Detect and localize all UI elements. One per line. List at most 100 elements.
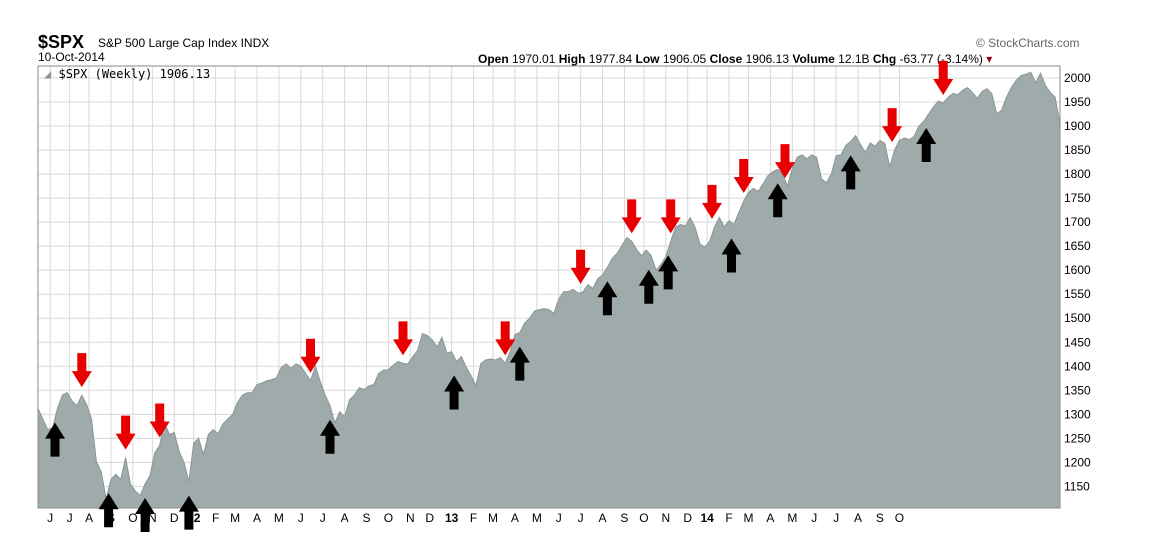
x-tick-label: O	[895, 511, 904, 525]
down-arrow-icon	[115, 415, 136, 450]
x-tick-label: 13	[445, 511, 459, 525]
up-arrow-icon	[597, 281, 618, 316]
y-tick-label: 1350	[1064, 383, 1091, 397]
x-tick-label: A	[253, 511, 261, 525]
x-tick-label: N	[661, 511, 670, 525]
y-tick-label: 1900	[1064, 119, 1091, 133]
y-tick-label: 2000	[1064, 71, 1091, 85]
x-tick-label: S	[362, 511, 370, 525]
high-value: 1977.84	[588, 52, 633, 66]
x-tick-label: M	[230, 511, 240, 525]
x-tick-label: S	[620, 511, 628, 525]
y-tick-label: 1200	[1064, 455, 1091, 469]
up-arrow-icon	[638, 269, 659, 304]
x-tick-label: O	[384, 511, 393, 525]
down-arrow-icon	[149, 403, 170, 438]
close-value: 1906.13	[745, 52, 789, 66]
y-tick-label: 1700	[1064, 215, 1091, 229]
low-value: 1906.05	[662, 52, 707, 66]
plot-border	[37, 65, 1061, 509]
x-tick-label: F	[725, 511, 732, 525]
volume-label: Volume	[792, 52, 835, 66]
x-tick-label: M	[488, 511, 498, 525]
y-tick-label: 1500	[1064, 311, 1091, 325]
down-arrow-icon	[733, 159, 754, 193]
y-tick-label: 1750	[1064, 191, 1091, 205]
ticker-symbol: $SPX	[38, 32, 85, 52]
x-tick-label: J	[67, 511, 73, 525]
x-tick-label: A	[599, 511, 607, 525]
high-label: High	[558, 52, 586, 66]
x-tick-label: J	[47, 511, 53, 525]
x-tick-label: A	[511, 511, 519, 525]
down-arrow-icon	[775, 144, 795, 179]
x-tick-label: N	[406, 511, 415, 525]
index-name: S&P 500 Large Cap Index INDX	[98, 36, 269, 50]
y-tick-label: 1650	[1064, 239, 1091, 253]
up-arrow-icon	[135, 498, 156, 532]
down-arrow-icon	[71, 353, 92, 388]
up-arrow-icon	[658, 255, 679, 290]
open-label: Open	[478, 52, 509, 66]
x-tick-label: 14	[700, 511, 714, 525]
x-tick-label: A	[85, 511, 93, 525]
x-tick-label: F	[212, 511, 219, 525]
y-tick-label: 1150	[1064, 479, 1090, 493]
up-arrow-icon	[320, 419, 340, 454]
up-arrow-icon	[916, 128, 937, 162]
chg-label: Chg	[872, 52, 897, 66]
y-tick-label: 1450	[1064, 335, 1091, 349]
down-arrow-icon	[495, 321, 516, 356]
chart-date: 10-Oct-2014	[38, 50, 105, 64]
source-logo: © StockCharts.com	[976, 36, 1080, 50]
up-arrow-icon	[444, 375, 465, 410]
y-tick-label: 1850	[1064, 143, 1091, 157]
x-tick-label: O	[128, 511, 137, 525]
up-arrow-icon	[509, 346, 530, 381]
y-tick-label: 1300	[1064, 407, 1091, 421]
y-tick-label: 1550	[1064, 287, 1091, 301]
series-legend: ◢ $SPX (Weekly) 1906.13	[44, 67, 210, 81]
low-label: Low	[635, 52, 660, 66]
open-value: 1970.01	[512, 52, 556, 66]
legend-swatch-icon: ◢	[44, 67, 52, 81]
down-arrow-icon	[621, 199, 642, 234]
x-tick-label: D	[683, 511, 692, 525]
y-tick-label: 1400	[1064, 359, 1091, 373]
x-tick-label: F	[470, 511, 477, 525]
up-arrow-icon	[98, 493, 119, 528]
x-tick-label: A	[341, 511, 349, 525]
x-tick-label: J	[833, 511, 839, 525]
legend-label: $SPX (Weekly) 1906.13	[58, 67, 211, 81]
down-arrow-icon	[702, 184, 722, 219]
x-tick-label: A	[766, 511, 774, 525]
y-tick-label: 1800	[1064, 167, 1091, 181]
x-tick-label: N	[148, 511, 157, 525]
x-tick-label: J	[578, 511, 584, 525]
x-tick-label: J	[556, 511, 562, 525]
down-arrow-icon	[660, 199, 681, 234]
y-tick-label: 1950	[1064, 95, 1091, 109]
chg-down-icon: ▾	[986, 52, 993, 66]
y-tick-label: 1600	[1064, 263, 1091, 277]
up-arrow-icon	[45, 422, 65, 457]
down-arrow-icon	[570, 249, 591, 284]
down-arrow-icon	[393, 321, 413, 356]
up-arrow-icon	[721, 238, 742, 273]
x-tick-label: S	[876, 511, 884, 525]
down-arrow-icon	[882, 108, 903, 143]
series-area	[37, 71, 1061, 509]
x-tick-label: J	[320, 511, 326, 525]
ohlc-stats: Open 1970.01 High 1977.84 Low 1906.05 Cl…	[478, 52, 992, 66]
x-tick-label: M	[744, 511, 754, 525]
exchange-code: INDX	[240, 36, 270, 50]
x-tick-label: A	[854, 511, 862, 525]
x-tick-label: M	[787, 511, 797, 525]
x-tick-label: O	[639, 511, 648, 525]
x-tick-label: M	[274, 511, 284, 525]
x-tick-label: D	[425, 511, 434, 525]
down-arrow-icon	[933, 61, 954, 95]
x-tick-label: J	[298, 511, 304, 525]
up-arrow-icon	[767, 183, 788, 218]
